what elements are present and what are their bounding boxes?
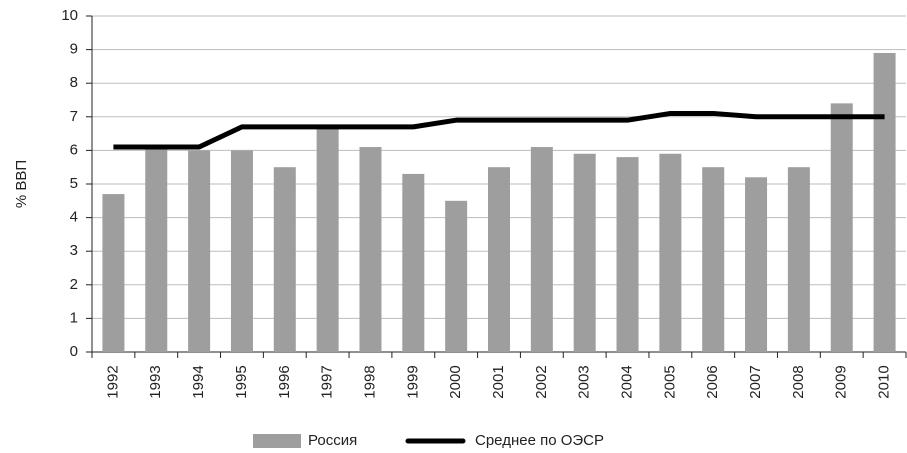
x-tick-label: 2002 [533, 365, 550, 398]
x-tick-label: 1999 [404, 365, 421, 398]
bar [830, 103, 853, 352]
x-tick-label: 2003 [576, 365, 593, 398]
y-tick-label: 5 [70, 175, 78, 192]
bar [145, 147, 168, 352]
y-tick-label: 2 [70, 276, 78, 293]
y-tick-label: 0 [70, 343, 78, 360]
x-tick-label: 2010 [876, 365, 893, 398]
x-tick-label: 2000 [447, 365, 464, 398]
bar [745, 177, 768, 352]
legend-swatch [253, 434, 301, 448]
bar [273, 167, 296, 352]
x-tick-label: 1998 [361, 365, 378, 398]
bar [616, 157, 639, 352]
y-tick-label: 8 [70, 74, 78, 91]
x-tick-label: 1997 [319, 365, 336, 398]
bar [873, 52, 896, 353]
y-axis-label: % ВВП [13, 160, 30, 208]
x-tick-label: 2005 [661, 365, 678, 398]
legend-label: Россия [308, 432, 357, 449]
x-tick-label: 2001 [490, 365, 507, 398]
y-tick-label: 4 [70, 209, 78, 226]
y-tick-label: 7 [70, 108, 78, 125]
bar [445, 200, 468, 352]
y-tick-label: 10 [61, 7, 78, 24]
x-tick-label: 2004 [618, 365, 635, 398]
bar [359, 147, 382, 352]
bar [488, 167, 510, 352]
bar [188, 150, 211, 352]
x-tick-label: 1992 [104, 365, 121, 398]
x-tick-label: 1993 [147, 365, 164, 398]
bar [316, 126, 339, 352]
y-tick-label: 9 [70, 41, 78, 58]
x-tick-label: 1995 [233, 365, 250, 398]
bar [530, 147, 553, 352]
x-tick-label: 2006 [704, 365, 721, 398]
y-tick-label: 6 [70, 141, 78, 158]
bar [787, 167, 810, 352]
bar [573, 153, 596, 352]
x-tick-label: 2007 [747, 365, 764, 398]
y-tick-label: 3 [70, 242, 78, 259]
legend-label: Среднее по ОЭСР [475, 432, 604, 449]
x-tick-label: 1994 [190, 365, 207, 398]
y-tick-label: 1 [70, 309, 78, 326]
bar [230, 150, 253, 352]
x-tick-label: 1996 [276, 365, 293, 398]
bar [659, 153, 682, 352]
x-tick-label: 2008 [790, 365, 807, 398]
bar [102, 194, 125, 352]
line [113, 110, 885, 150]
bar [702, 167, 725, 352]
bar [402, 173, 425, 352]
x-tick-label: 2009 [833, 365, 850, 398]
